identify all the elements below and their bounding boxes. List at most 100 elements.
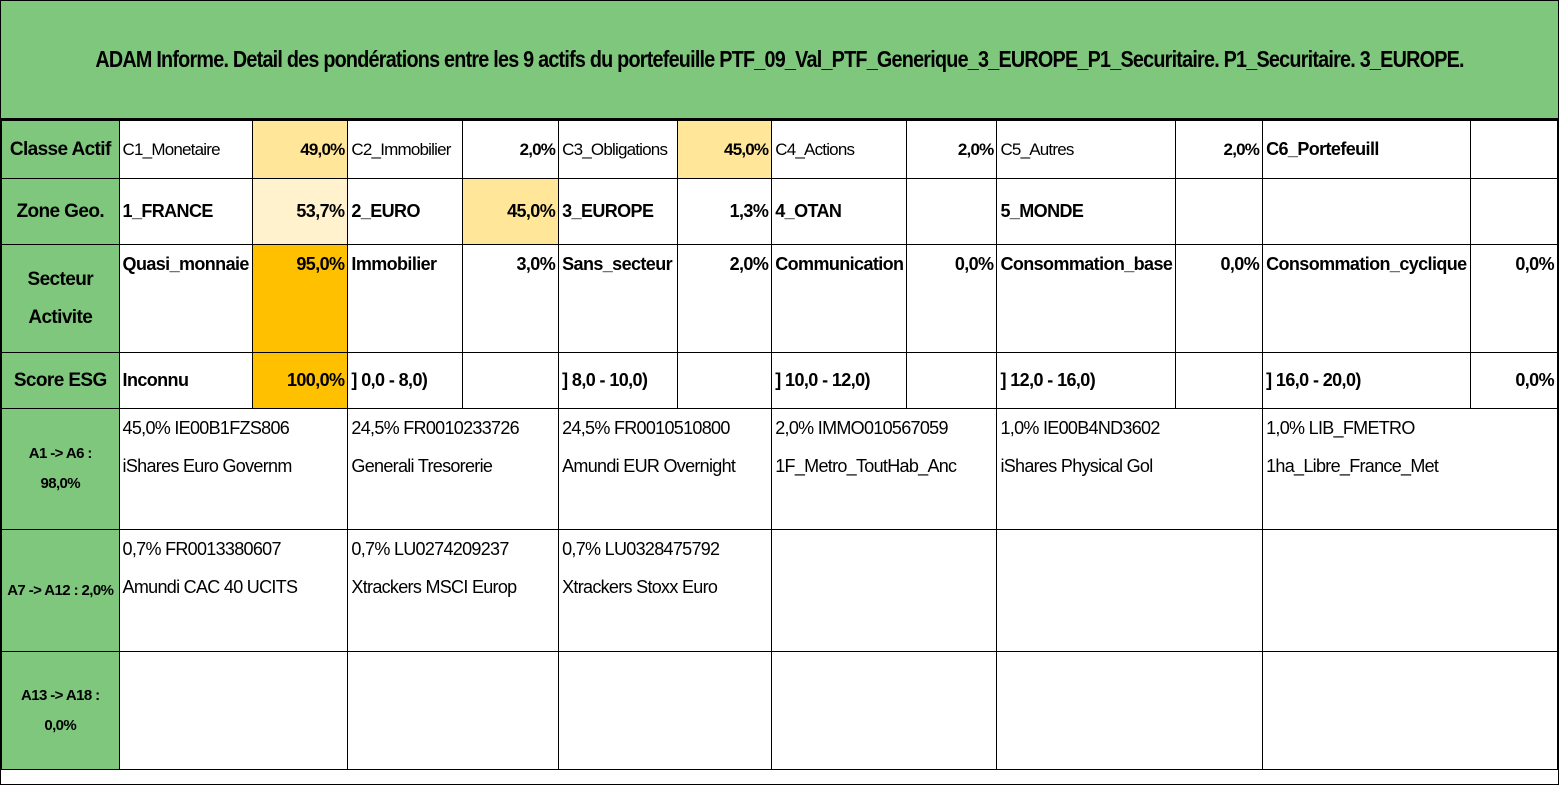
row-secteur-activite: Secteur Activite Quasi_monnaie 95,0% Imm… bbox=[1, 244, 1559, 353]
cell-value[interactable]: 0,0% bbox=[1469, 352, 1559, 409]
cell-label[interactable]: 3_EUROPE bbox=[558, 178, 678, 245]
cell-value[interactable]: 3,0% bbox=[462, 244, 560, 353]
asset-weight-code: 1,0% LIB_FMETRO bbox=[1266, 418, 1415, 438]
header-line: A7 -> A12 : 2,0% bbox=[7, 581, 114, 599]
header-score-esg: Score ESG bbox=[1, 352, 120, 409]
asset-cell[interactable] bbox=[771, 529, 998, 652]
cell-value[interactable]: 2,0% bbox=[676, 244, 773, 353]
header-secteur-activite: Secteur Activite bbox=[1, 244, 120, 353]
row-assets-a7-a12: A7 -> A12 : 2,0% 0,7% FR0013380607 Amund… bbox=[1, 529, 1558, 652]
cell-value[interactable]: 53,7% bbox=[251, 178, 349, 245]
report-title: ADAM Informe. Detail des pondérations en… bbox=[1, 1, 1558, 120]
cell-label[interactable]: Consommation_cyclique bbox=[1262, 244, 1471, 353]
cell-value[interactable]: 100,0% bbox=[251, 352, 349, 409]
cell-label[interactable]: C5_Autres bbox=[996, 120, 1177, 179]
cell-label[interactable]: C2_Immobilier bbox=[347, 120, 464, 179]
cell-value[interactable] bbox=[1175, 352, 1264, 409]
cell-label[interactable]: ] 12,0 - 16,0) bbox=[996, 352, 1177, 409]
asset-cell[interactable] bbox=[118, 651, 349, 770]
cell-value[interactable]: 1,3% bbox=[676, 178, 773, 245]
asset-name: Amundi CAC 40 UCITS bbox=[122, 577, 298, 597]
asset-name: Xtrackers Stoxx Euro bbox=[562, 577, 718, 597]
asset-cell[interactable] bbox=[996, 529, 1264, 652]
cell-value[interactable] bbox=[1469, 178, 1559, 245]
cell-value[interactable]: 45,0% bbox=[462, 178, 560, 245]
header-classe-actif: Classe Actif bbox=[1, 120, 120, 179]
header-line: Secteur bbox=[27, 268, 94, 290]
header-line: A13 -> A18 : bbox=[21, 686, 100, 704]
asset-weight-code: 2,0% IMMO010567059 bbox=[775, 418, 948, 438]
cell-label[interactable]: 5_MONDE bbox=[996, 178, 1177, 245]
asset-name: Amundi EUR Overnight bbox=[562, 456, 736, 476]
cell-label[interactable]: 2_EURO bbox=[347, 178, 464, 245]
cell-label[interactable]: C1_Monetaire bbox=[118, 120, 253, 179]
row-classe-actif: Classe Actif C1_Monetaire 49,0% C2_Immob… bbox=[1, 120, 1559, 179]
asset-name: 1ha_Libre_France_Met bbox=[1266, 456, 1439, 476]
cell-value[interactable]: 95,0% bbox=[251, 244, 349, 353]
cell-value[interactable] bbox=[1469, 120, 1559, 179]
asset-cell[interactable]: 24,5% FR0010510800 Amundi EUR Overnight bbox=[558, 408, 773, 530]
asset-cell[interactable] bbox=[558, 651, 773, 770]
cell-value[interactable]: 2,0% bbox=[1175, 120, 1264, 179]
cell-value[interactable] bbox=[676, 352, 773, 409]
asset-weight-code: 0,7% LU0274209237 bbox=[351, 539, 509, 559]
cell-label[interactable]: Immobilier bbox=[347, 244, 464, 353]
header-zone-geo: Zone Geo. bbox=[1, 178, 120, 245]
cell-value[interactable]: 0,0% bbox=[1469, 244, 1559, 353]
cell-label[interactable] bbox=[1262, 178, 1471, 245]
asset-cell[interactable]: 0,7% LU0328475792 Xtrackers Stoxx Euro bbox=[558, 529, 773, 652]
asset-cell[interactable] bbox=[1262, 529, 1558, 652]
asset-weight-code: 0,7% LU0328475792 bbox=[562, 539, 720, 559]
cell-value[interactable]: 0,0% bbox=[906, 244, 998, 353]
asset-cell[interactable] bbox=[347, 651, 560, 770]
cell-value[interactable] bbox=[462, 352, 560, 409]
row-zone-geo: Zone Geo. 1_FRANCE 53,7% 2_EURO 45,0% 3_… bbox=[1, 178, 1559, 245]
cell-label[interactable]: ] 8,0 - 10,0) bbox=[558, 352, 678, 409]
cell-label[interactable]: ] 10,0 - 12,0) bbox=[771, 352, 908, 409]
cell-label[interactable]: Quasi_monnaie bbox=[118, 244, 253, 353]
cell-label[interactable]: Sans_secteur bbox=[558, 244, 678, 353]
cell-label[interactable]: ] 16,0 - 20,0) bbox=[1262, 352, 1471, 409]
cell-value[interactable] bbox=[906, 352, 998, 409]
cell-value[interactable]: 2,0% bbox=[462, 120, 560, 179]
cell-value[interactable]: 0,0% bbox=[1175, 244, 1264, 353]
row-score-esg: Score ESG Inconnu 100,0% ] 0,0 - 8,0) ] … bbox=[1, 352, 1559, 409]
row-assets-a13-a18: A13 -> A18 : 0,0% bbox=[1, 651, 1558, 770]
cell-value[interactable]: 49,0% bbox=[251, 120, 349, 179]
asset-weight-code: 45,0% IE00B1FZS806 bbox=[122, 418, 290, 438]
asset-cell[interactable]: 0,7% FR0013380607 Amundi CAC 40 UCITS bbox=[118, 529, 349, 652]
asset-name: Xtrackers MSCI Europ bbox=[351, 577, 517, 597]
asset-cell[interactable] bbox=[1262, 651, 1558, 770]
asset-name: 1F_Metro_ToutHab_Anc bbox=[775, 456, 957, 476]
asset-weight-code: 1,0% IE00B4ND3602 bbox=[1000, 418, 1160, 438]
asset-cell[interactable] bbox=[771, 651, 998, 770]
cell-label[interactable]: 1_FRANCE bbox=[118, 178, 253, 245]
cell-label[interactable]: ] 0,0 - 8,0) bbox=[347, 352, 464, 409]
weights-table: Classe Actif C1_Monetaire 49,0% C2_Immob… bbox=[1, 120, 1559, 770]
cell-value[interactable] bbox=[906, 178, 998, 245]
asset-cell[interactable] bbox=[996, 651, 1264, 770]
asset-weight-code: 24,5% FR0010510800 bbox=[562, 418, 730, 438]
asset-cell[interactable]: 2,0% IMMO010567059 1F_Metro_ToutHab_Anc bbox=[771, 408, 998, 530]
cell-label[interactable]: C6_Portefeuill bbox=[1262, 120, 1471, 179]
asset-weight-code: 0,7% FR0013380607 bbox=[122, 539, 282, 559]
asset-cell[interactable]: 1,0% IE00B4ND3602 iShares Physical Gol bbox=[996, 408, 1264, 530]
cell-value[interactable]: 45,0% bbox=[676, 120, 773, 179]
header-assets-a1-a6: A1 -> A6 : 98,0% bbox=[1, 408, 120, 530]
asset-cell[interactable]: 1,0% LIB_FMETRO 1ha_Libre_France_Met bbox=[1262, 408, 1558, 530]
header-line: 98,0% bbox=[40, 475, 81, 492]
header-line: 0,0% bbox=[44, 716, 77, 734]
cell-value[interactable] bbox=[1175, 178, 1264, 245]
cell-value[interactable]: 2,0% bbox=[906, 120, 998, 179]
header-line: Activite bbox=[28, 306, 93, 328]
asset-cell[interactable]: 24,5% FR0010233726 Generali Tresorerie bbox=[347, 408, 560, 530]
asset-cell[interactable]: 0,7% LU0274209237 Xtrackers MSCI Europ bbox=[347, 529, 560, 652]
cell-label[interactable]: C4_Actions bbox=[771, 120, 908, 179]
cell-label[interactable]: Communication bbox=[771, 244, 908, 353]
cell-label[interactable]: 4_OTAN bbox=[771, 178, 908, 245]
cell-label[interactable]: Inconnu bbox=[118, 352, 253, 409]
cell-label[interactable]: Consommation_base bbox=[996, 244, 1177, 353]
asset-cell[interactable]: 45,0% IE00B1FZS806 iShares Euro Governm bbox=[118, 408, 349, 530]
cell-label[interactable]: C3_Obligations bbox=[558, 120, 678, 179]
